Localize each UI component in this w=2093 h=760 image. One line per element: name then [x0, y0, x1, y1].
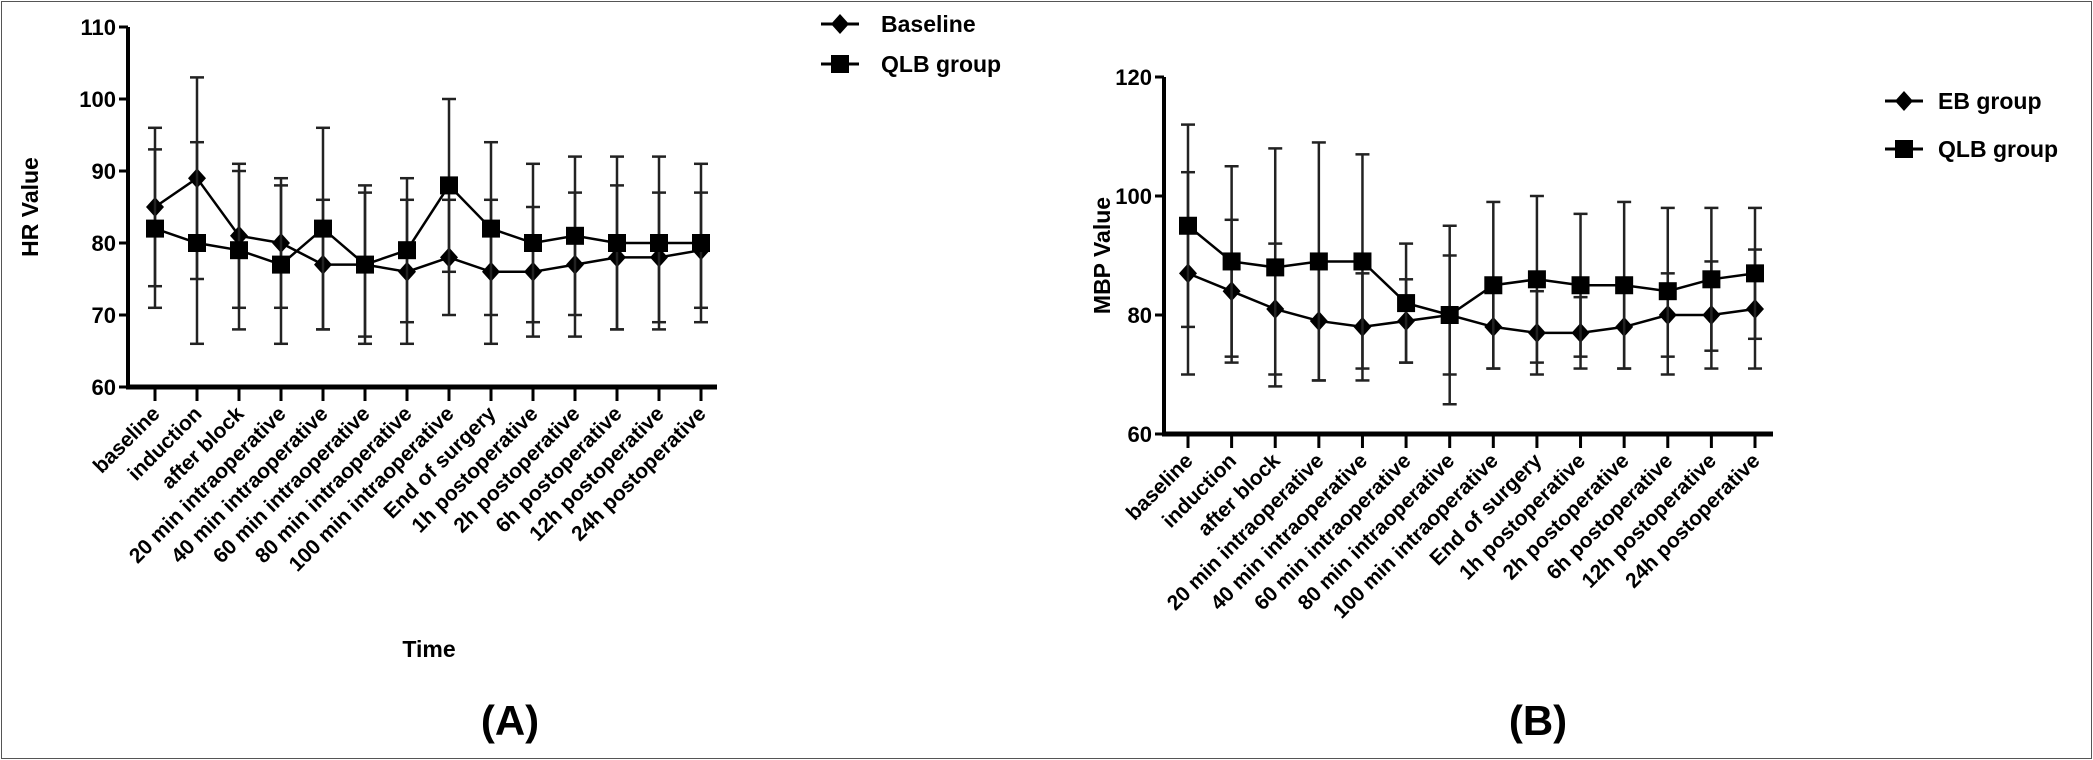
y-tick-label: 100 — [79, 87, 116, 112]
data-point — [1746, 264, 1764, 283]
series-baseline — [146, 76, 710, 346]
legend-label: QLB group — [1938, 136, 2058, 162]
y-axis-title: MBP Value — [1089, 197, 1115, 314]
data-point — [566, 226, 584, 245]
legend-marker-square-icon — [831, 55, 849, 73]
legend-marker-circle-icon — [1895, 91, 1913, 111]
data-point — [650, 234, 668, 252]
y-tick-label: 80 — [92, 231, 116, 256]
data-point — [314, 219, 332, 238]
data-point — [608, 234, 626, 252]
legend-label: Baseline — [881, 11, 976, 37]
y-tick-label: 70 — [92, 303, 116, 328]
legend-marker-circle-icon — [831, 14, 849, 34]
data-point — [692, 234, 710, 252]
legend-item: EB group — [1885, 88, 2042, 114]
legend-item: QLB group — [821, 51, 1001, 77]
y-tick-label: 90 — [92, 159, 116, 184]
legend-item: QLB group — [1885, 136, 2058, 162]
x-axis-title: Time — [402, 636, 455, 662]
data-point — [1222, 252, 1241, 271]
legend-label: EB group — [1938, 88, 2042, 114]
panel-label: (A) — [481, 697, 539, 744]
data-point — [1440, 306, 1459, 324]
data-point — [1702, 270, 1721, 289]
data-point — [1658, 282, 1677, 301]
data-point — [1571, 276, 1590, 295]
data-point — [1484, 276, 1503, 295]
data-point — [1353, 252, 1372, 271]
data-point — [440, 176, 458, 195]
data-point — [1309, 252, 1328, 271]
series-qlb-group — [146, 97, 710, 346]
data-point — [230, 241, 248, 260]
data-point — [1527, 270, 1546, 289]
data-point — [1179, 216, 1197, 235]
series-line — [1187, 272, 1756, 335]
legend-item: Baseline — [821, 11, 976, 37]
y-axis-title: HR Value — [17, 157, 43, 257]
y-tick-label: 60 — [1128, 422, 1152, 447]
data-point — [1397, 294, 1416, 313]
y-tick-label: 60 — [92, 375, 116, 400]
y-tick-label: 80 — [1128, 303, 1152, 328]
data-point — [146, 219, 164, 238]
data-point — [1266, 258, 1285, 277]
legend-label: QLB group — [881, 51, 1001, 77]
data-point — [398, 241, 416, 260]
data-point — [356, 255, 374, 274]
data-point — [482, 219, 500, 238]
data-point — [272, 255, 290, 274]
panel-label: (B) — [1509, 697, 1567, 744]
data-point — [524, 234, 542, 252]
y-tick-label: 120 — [1115, 65, 1152, 90]
data-point — [188, 234, 206, 252]
y-tick-label: 100 — [1115, 184, 1152, 209]
legend-marker-square-icon — [1895, 140, 1913, 158]
data-point — [1615, 276, 1634, 295]
series-qlb-group — [1179, 123, 1764, 406]
y-tick-label: 110 — [81, 15, 117, 40]
